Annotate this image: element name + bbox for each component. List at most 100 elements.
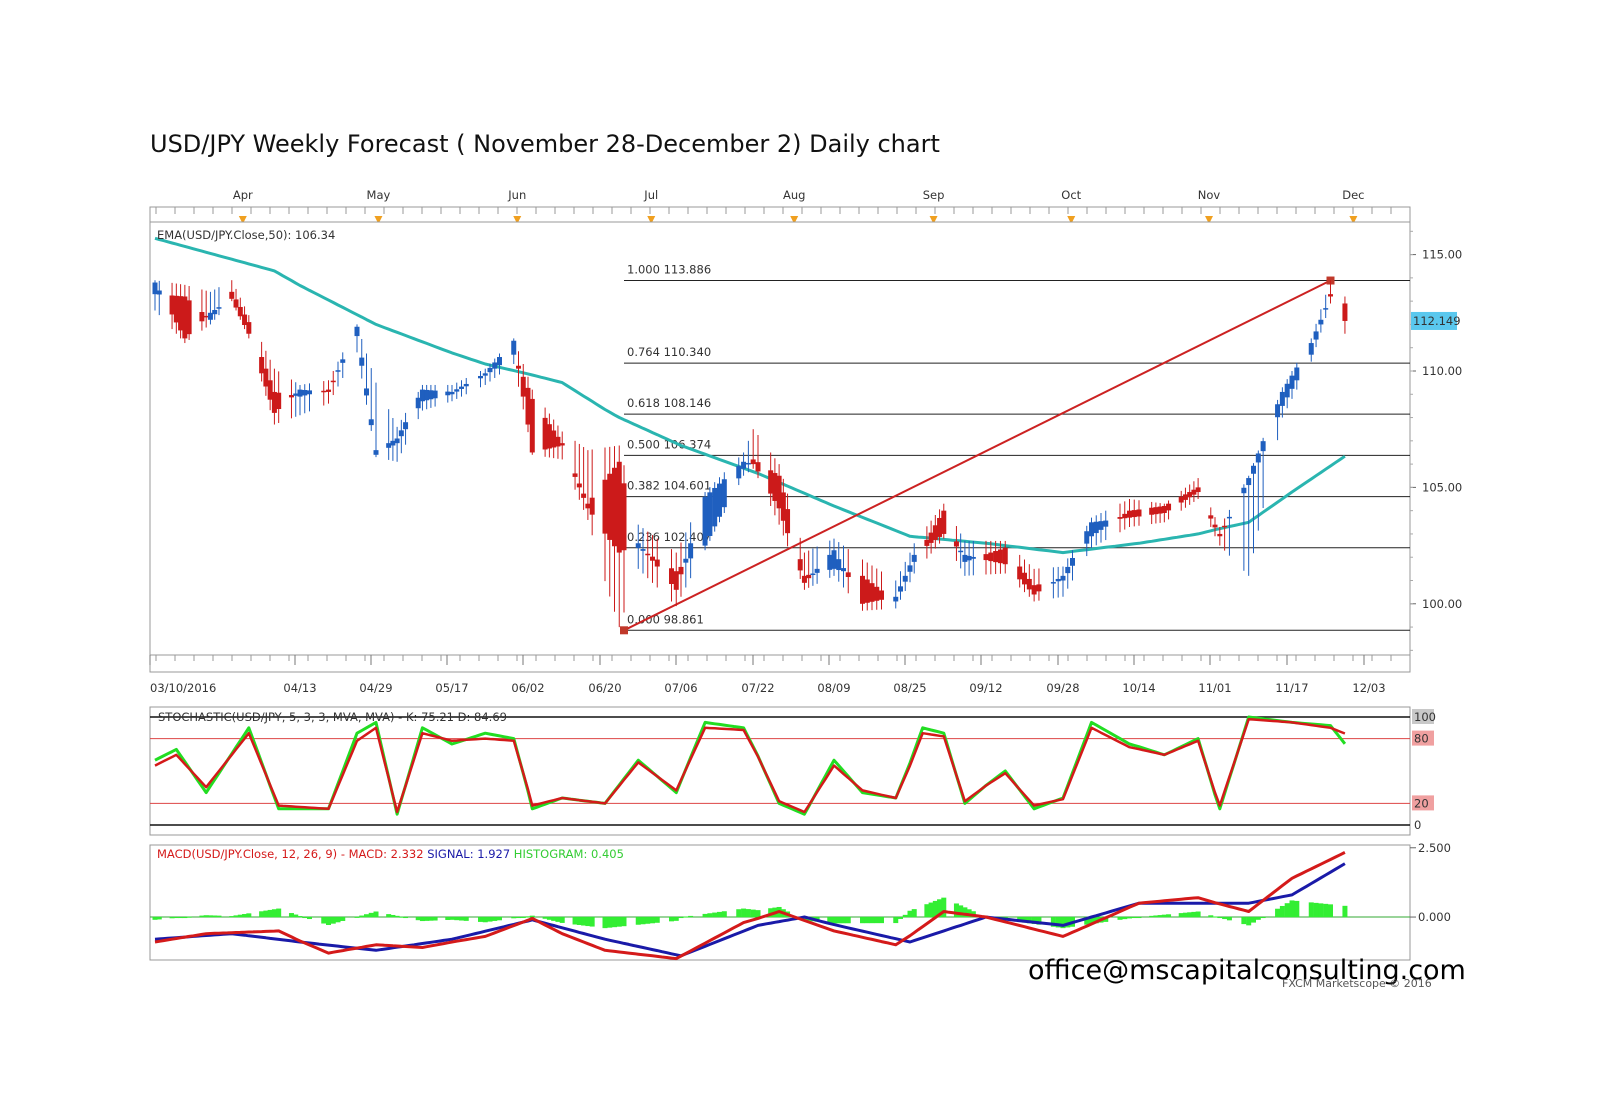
macd-histogram-bar — [869, 917, 875, 924]
candle-body — [173, 295, 179, 323]
macd-histogram-bar — [1182, 912, 1188, 918]
date-axis-frame — [149, 654, 1411, 673]
macd-histogram-bar — [229, 916, 235, 918]
candle-body — [768, 470, 774, 494]
candle-body — [966, 555, 972, 561]
footer-email: office@mscapitalconsulting.com — [1028, 955, 1466, 986]
macd-histogram-bar — [1208, 915, 1214, 918]
date-tick-label: 03/10/2016 — [150, 681, 216, 695]
candle-body — [1017, 566, 1023, 580]
macd-histogram-bar — [831, 917, 837, 924]
candle-body — [864, 579, 870, 603]
candle-body — [1131, 510, 1137, 518]
macd-histogram-bar — [359, 915, 365, 918]
macd-histogram-bar — [1241, 917, 1247, 925]
fib-level-label: 0.764 110.340 — [627, 345, 711, 359]
candle-body — [263, 368, 269, 387]
macd-histogram-bar — [864, 917, 870, 924]
macd-histogram-bar — [1050, 917, 1056, 927]
candle-body — [267, 380, 273, 400]
candle-body — [993, 551, 999, 563]
macd-histogram-bar — [640, 917, 646, 925]
macd-histogram-bar — [827, 917, 833, 923]
candle-body — [1342, 303, 1348, 321]
last-price-badge — [1411, 311, 1457, 330]
macd-histogram-bar — [616, 917, 622, 927]
date-tick-label: 04/13 — [283, 681, 316, 695]
candle-body — [576, 483, 582, 488]
macd-histogram-bar — [207, 915, 213, 918]
macd-histogram-bar — [683, 916, 689, 918]
macd-histogram-bar — [403, 917, 409, 919]
macd-histogram-bar — [203, 915, 209, 918]
month-label: Nov — [1198, 188, 1221, 202]
fib-level-label: 1.000 113.886 — [627, 263, 711, 277]
candle-body — [741, 461, 747, 469]
candle-body — [354, 326, 360, 337]
candle-body — [928, 532, 934, 543]
candle-body — [717, 483, 722, 517]
date-tick-label: 07/06 — [664, 681, 697, 695]
candle-body — [797, 559, 803, 571]
month-label: May — [367, 188, 391, 202]
stochastic-tick-bg — [1412, 795, 1434, 811]
macd-histogram-bar — [721, 911, 727, 918]
macd-histogram-bar — [293, 914, 299, 918]
macd-histogram-bar — [1255, 917, 1261, 920]
candle-body — [1294, 367, 1300, 381]
candle-body — [368, 419, 374, 426]
candle-body — [199, 312, 205, 322]
candle-body — [970, 556, 976, 559]
macd-histogram-bar — [621, 917, 627, 927]
macd-histogram-bar — [1153, 915, 1159, 918]
price-tick-label: 100.00 — [1422, 597, 1462, 611]
candle-body — [555, 436, 561, 447]
price-tick-label: 110.00 — [1422, 364, 1462, 378]
date-tick-label: 07/22 — [741, 681, 774, 695]
macd-histogram-bar — [669, 917, 674, 922]
candle-body — [937, 517, 943, 537]
candle-body — [827, 554, 833, 570]
trendline-start-handle — [620, 626, 628, 635]
macd-histogram-bar — [1328, 904, 1333, 918]
date-tick-label: 05/17 — [435, 681, 468, 695]
month-marker — [1067, 216, 1076, 224]
candle-body — [1246, 478, 1252, 486]
candle-body — [207, 312, 213, 320]
macd-histogram-bar — [678, 917, 684, 919]
candle-body — [702, 496, 708, 546]
macd-histogram-bar — [879, 917, 884, 924]
stochastic-panel-frame — [149, 706, 1411, 836]
candle-body — [542, 417, 548, 450]
candle-body — [229, 291, 235, 299]
candle-body — [616, 461, 622, 553]
candle-body — [810, 573, 816, 576]
stochastic-tick-label: 80 — [1414, 732, 1429, 746]
macd-histogram-bar — [962, 907, 968, 918]
macd-histogram-bar — [459, 917, 464, 921]
macd-histogram-bar — [635, 917, 641, 925]
macd-histogram-bar — [386, 914, 392, 918]
macd-histogram-bar — [707, 913, 713, 918]
macd-histogram-bar — [928, 902, 934, 918]
candle-body — [1098, 521, 1104, 530]
candle-body — [589, 497, 595, 515]
macd-histogram-bar — [1260, 917, 1266, 919]
candle-body — [330, 380, 336, 383]
macd-histogram-bar — [267, 909, 273, 918]
macd-histogram-bar — [898, 917, 903, 919]
date-tick-label: 09/28 — [1046, 681, 1079, 695]
date-tick-label: 12/03 — [1352, 681, 1385, 695]
macd-histogram-bar — [1187, 912, 1193, 918]
ema-label: EMA(USD/JPY.Close,50): 106.34 — [157, 228, 335, 242]
candle-body — [326, 389, 331, 392]
macd-histogram-bar — [428, 917, 434, 921]
macd-histogram-bar — [602, 917, 608, 929]
candle-body — [359, 357, 365, 366]
macd-histogram-bar — [173, 917, 179, 919]
candle-body — [487, 367, 493, 373]
candle-body — [463, 383, 469, 387]
macd-histogram-bar — [650, 917, 655, 924]
month-label: Sep — [923, 188, 945, 202]
macd-histogram-bar — [1294, 900, 1300, 918]
